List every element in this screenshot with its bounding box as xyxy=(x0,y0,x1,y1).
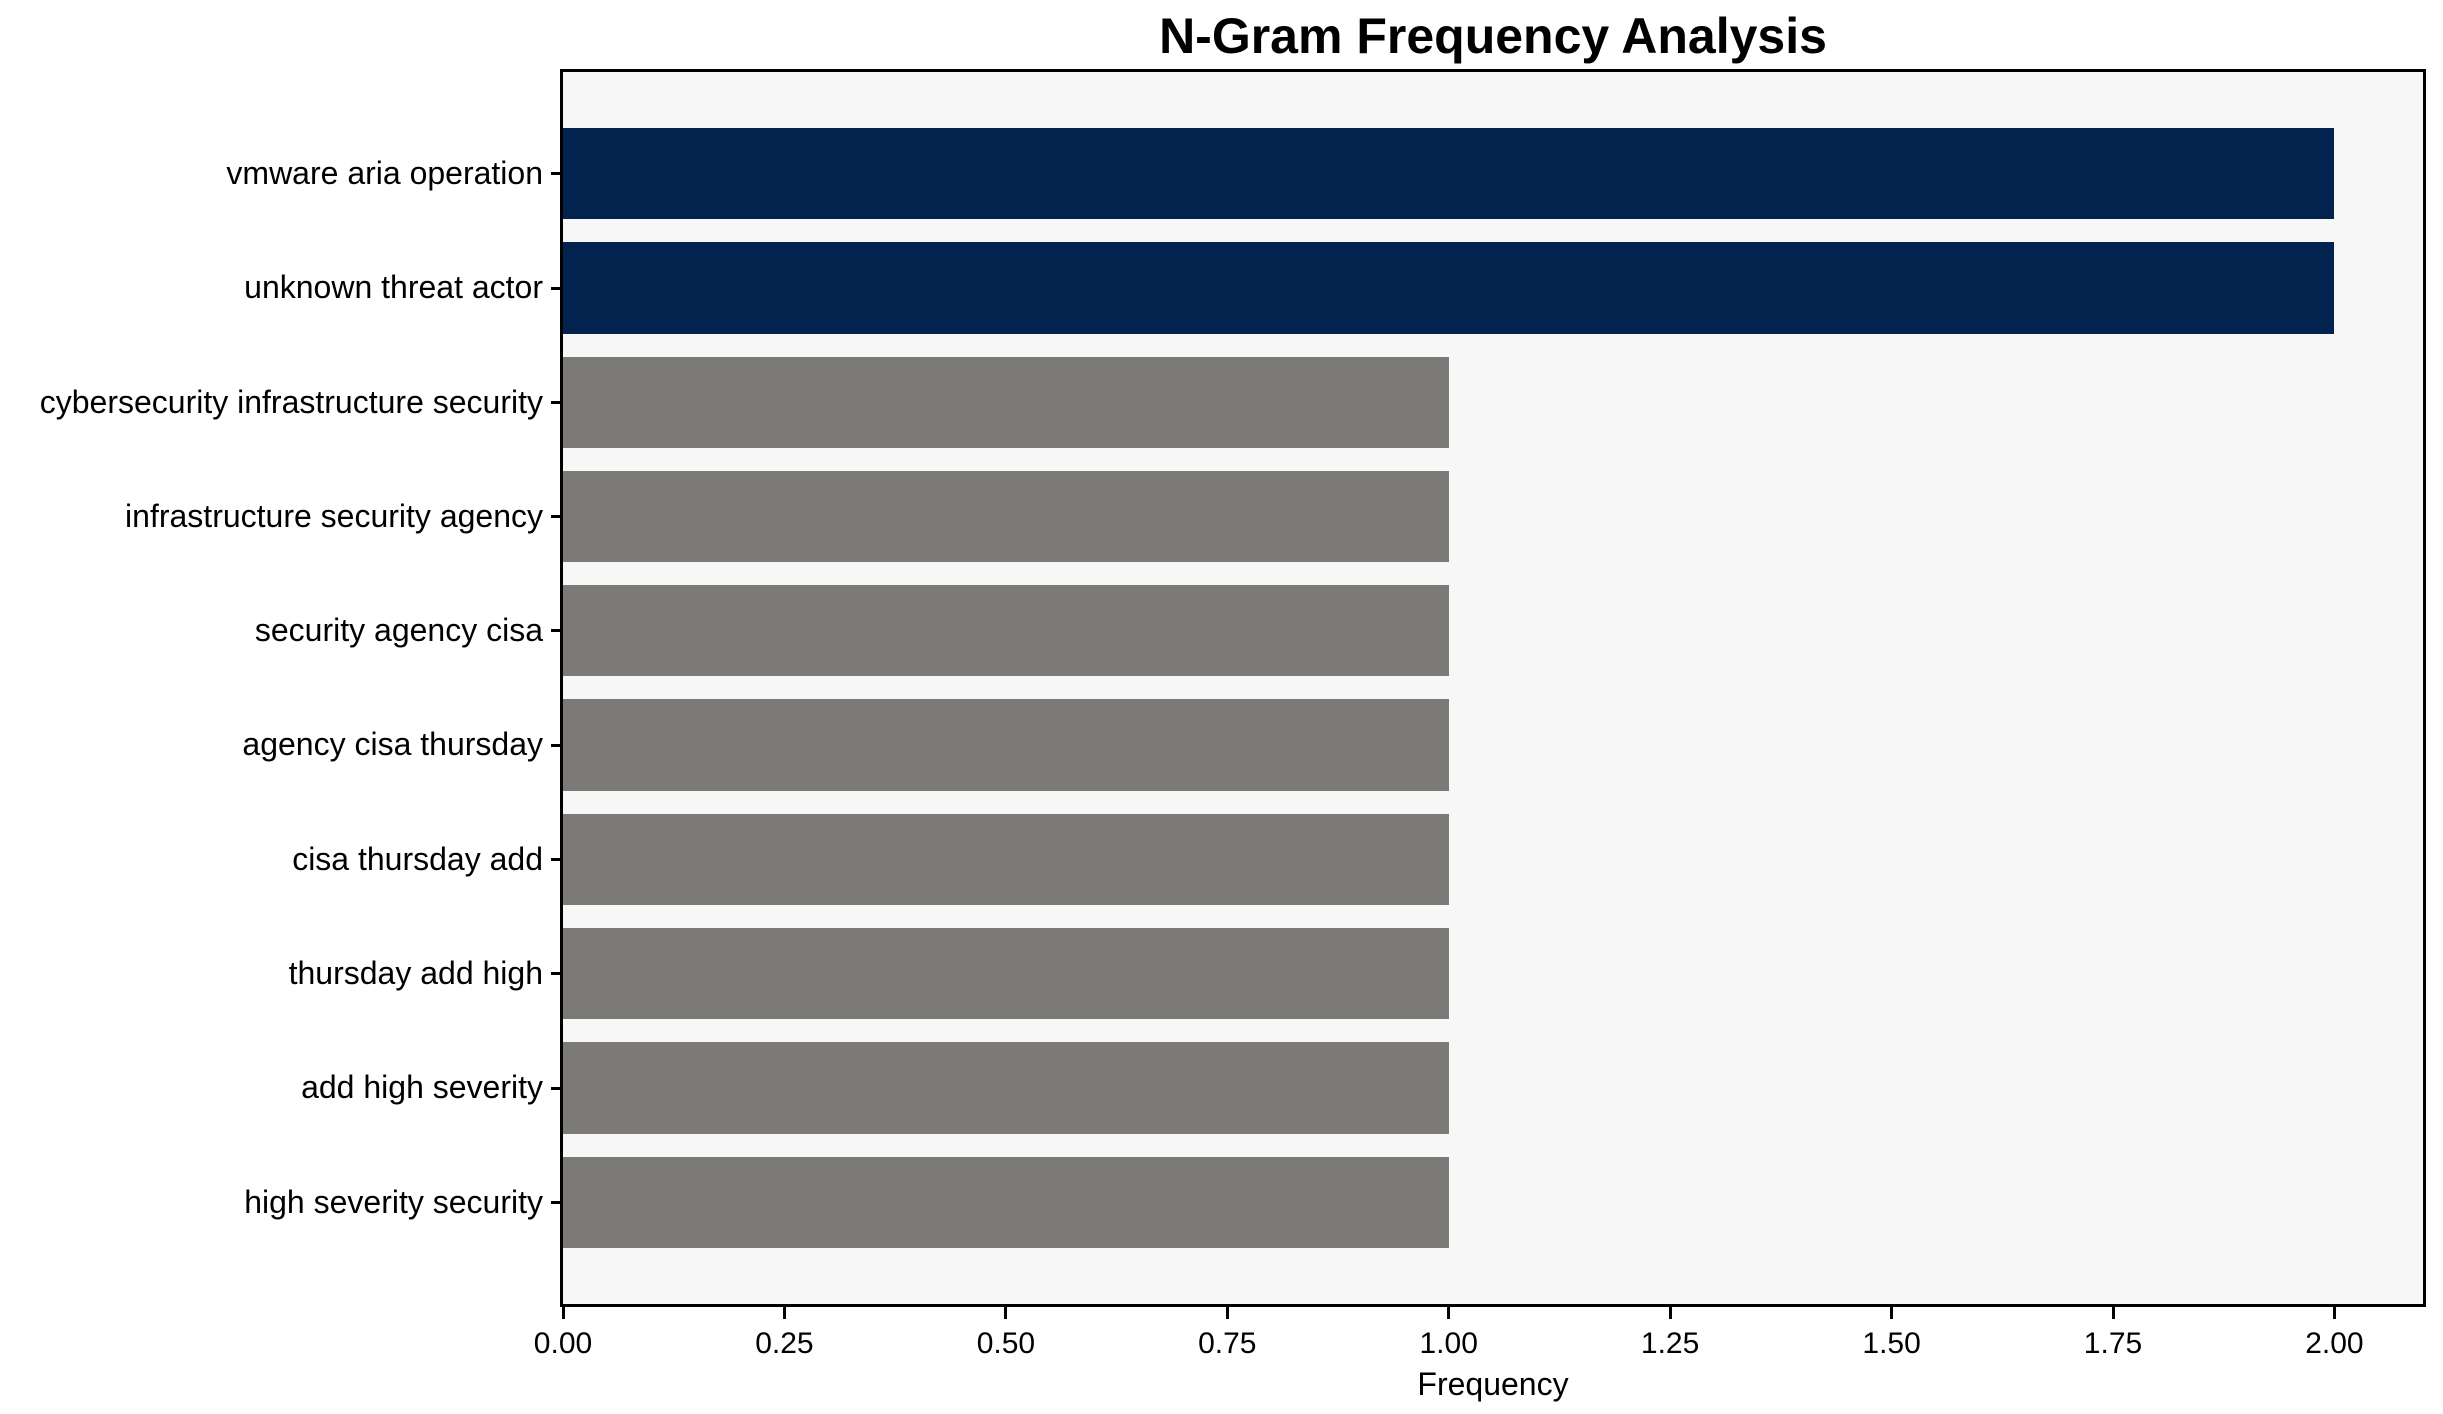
x-tick-label: 2.00 xyxy=(2305,1327,2364,1360)
x-axis-label: Frequency xyxy=(1417,1366,1569,1402)
x-tick xyxy=(1004,1307,1008,1319)
x-tick-label: 1.75 xyxy=(2083,1327,2143,1360)
bar xyxy=(563,928,1449,1020)
x-tick-label: 1.25 xyxy=(1640,1327,1700,1360)
bar xyxy=(563,128,2335,220)
x-tick xyxy=(1447,1307,1451,1319)
category-label: add high severity xyxy=(301,1069,543,1106)
category-label: cybersecurity infrastructure security xyxy=(39,383,543,420)
bars-layer xyxy=(563,72,2423,1304)
plot-area xyxy=(560,69,2426,1307)
x-tick xyxy=(561,1307,565,1319)
category-label: high severity security xyxy=(244,1183,543,1220)
bar xyxy=(563,1042,1449,1134)
category-label: security agency cisa xyxy=(254,612,543,649)
category-label: unknown threat actor xyxy=(244,269,543,306)
category-label: thursday add high xyxy=(288,955,543,991)
category-label: agency cisa thursday xyxy=(242,726,543,763)
x-tick xyxy=(782,1307,786,1319)
x-tick-label: 0.25 xyxy=(755,1327,814,1360)
category-label: infrastructure security agency xyxy=(125,497,543,534)
x-tick xyxy=(2332,1307,2336,1319)
x-tick-label: 1.50 xyxy=(1862,1327,1921,1360)
chart-title: N-Gram Frequency Analysis xyxy=(1159,8,1827,64)
x-tick-label: 1.00 xyxy=(1419,1327,1478,1360)
bar xyxy=(563,813,1449,906)
x-tick xyxy=(1225,1307,1229,1319)
x-tick xyxy=(1668,1307,1672,1319)
x-tick-label: 0.50 xyxy=(976,1327,1036,1360)
category-label: cisa thursday add xyxy=(292,840,543,877)
category-label: vmware aria operation xyxy=(226,155,543,191)
bar xyxy=(563,585,1449,677)
x-tick xyxy=(2111,1307,2115,1319)
x-tick-label: 0.00 xyxy=(533,1327,593,1360)
bar xyxy=(563,242,2335,334)
bar xyxy=(563,356,1449,448)
x-tick xyxy=(1890,1307,1894,1319)
bar xyxy=(563,1156,1449,1248)
x-tick-label: 0.75 xyxy=(1198,1327,1257,1360)
bar xyxy=(563,470,1449,563)
bar xyxy=(563,699,1449,791)
